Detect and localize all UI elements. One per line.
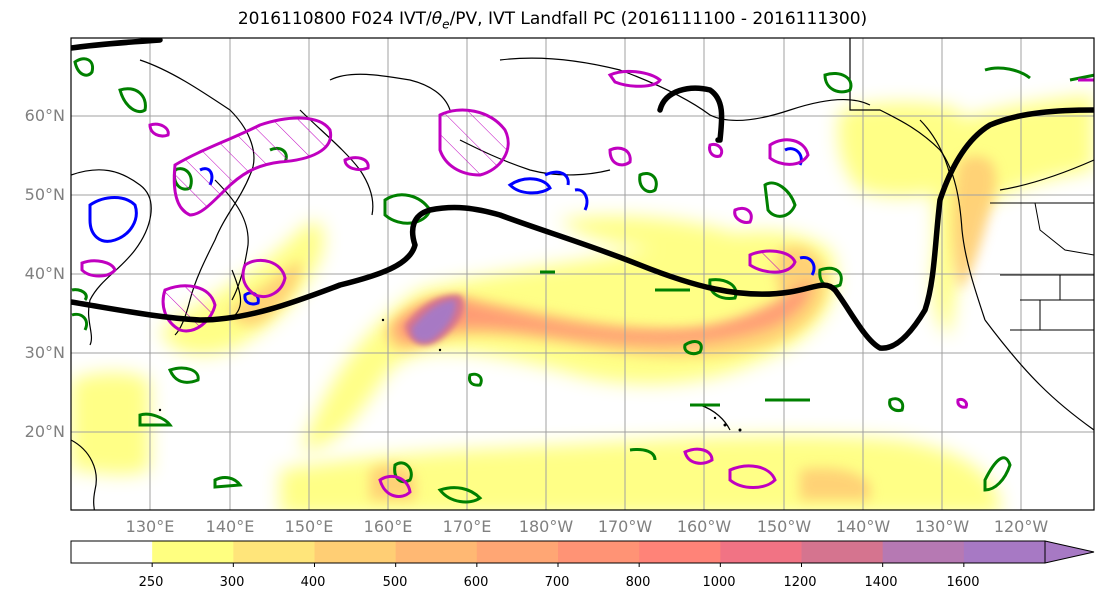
colorbar-segment [882,541,965,563]
colorbar-segment [152,541,234,563]
lat-label-50n: 50°N [24,185,65,204]
colorbar-tick-1200: 1200 [783,575,817,590]
colorbar-segment [71,541,153,563]
lon-label-130e: 130°E [125,517,175,536]
lat-label-20n: 20°N [24,422,65,441]
colorbar-segment [720,541,802,563]
colorbar-extend-arrow [1044,540,1095,564]
colorbar-segment [558,541,640,563]
colorbar-tick-1400: 1400 [864,575,898,590]
lon-label-160e: 160°E [363,517,413,536]
colorbar [70,540,1095,567]
colorbar-segment [801,541,884,563]
lat-label-40n: 40°N [24,264,65,283]
map-title: 2016110800 F024 IVT/θe/PV, IVT Landfall … [237,9,868,32]
islands [158,318,742,432]
colorbar-segment [314,541,397,563]
colorbar-segment [476,541,559,563]
lon-label-180w: 180°W [518,517,574,536]
ivt-landfall-contour [71,38,1094,351]
colorbar-tick-1600: 1600 [946,575,980,590]
colorbar-segment [639,541,721,563]
lon-label-170w: 170°W [597,517,653,536]
colorbar-tick-500: 500 [382,575,408,590]
green-contours [71,57,1094,504]
colorbar-tick-800: 800 [625,575,651,590]
colorbar-segment [233,541,315,563]
lat-label-60n: 60°N [24,106,65,125]
colorbar-tick-300: 300 [219,575,245,590]
colorbar-tick-600: 600 [463,575,489,590]
colorbar-tick-250: 250 [138,575,164,590]
lat-label-30n: 30°N [24,343,65,362]
lon-label-150w: 150°W [756,517,812,536]
map-frame [70,37,1095,511]
borders [990,202,1094,331]
colorbar-segment [395,541,478,563]
lon-label-140e: 140°E [205,517,255,536]
lon-label-150e: 150°E [284,517,334,536]
colorbar-tick-700: 700 [544,575,570,590]
lon-label-140w: 140°W [835,517,891,536]
colorbar-segment [963,541,1046,563]
gridlines [71,38,1094,510]
colorbar-tick-400: 400 [300,575,326,590]
blue-contours [88,147,816,306]
lon-label-170e: 170°E [442,517,492,536]
lon-label-130w: 130°W [914,517,970,536]
lon-label-120w: 120°W [993,517,1049,536]
lon-label-160w: 160°W [676,517,732,536]
colorbar-tick-1000: 1000 [702,575,736,590]
